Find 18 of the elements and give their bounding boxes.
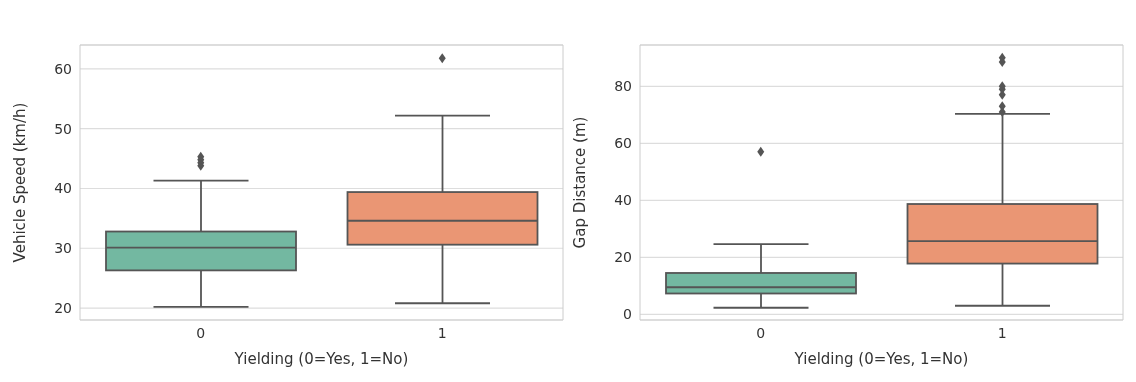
y-tick-label: 40 bbox=[54, 180, 72, 197]
y-tick-label: 80 bbox=[614, 78, 632, 95]
x-tick-label: 1 bbox=[437, 324, 447, 341]
y-axis-title: Gap Distance (m) bbox=[571, 116, 590, 249]
y-axis-title: Vehicle Speed (km/h) bbox=[11, 102, 30, 263]
y-tick-label: 60 bbox=[54, 60, 72, 77]
y-tick-label: 40 bbox=[614, 192, 632, 209]
x-axis-title: Yielding (0=Yes, 1=No) bbox=[233, 350, 409, 368]
x-axis-title: Yielding (0=Yes, 1=No) bbox=[793, 350, 969, 368]
x-tick-label: 0 bbox=[756, 324, 766, 341]
x-tick-label: 0 bbox=[196, 324, 206, 341]
y-tick-label: 20 bbox=[614, 249, 632, 266]
y-tick-label: 0 bbox=[623, 306, 632, 323]
y-tick-label: 20 bbox=[54, 300, 72, 317]
y-tick-label: 60 bbox=[614, 135, 632, 152]
x-tick-label: 1 bbox=[997, 324, 1007, 341]
y-tick-label: 30 bbox=[54, 240, 72, 257]
y-tick-label: 50 bbox=[54, 120, 72, 137]
